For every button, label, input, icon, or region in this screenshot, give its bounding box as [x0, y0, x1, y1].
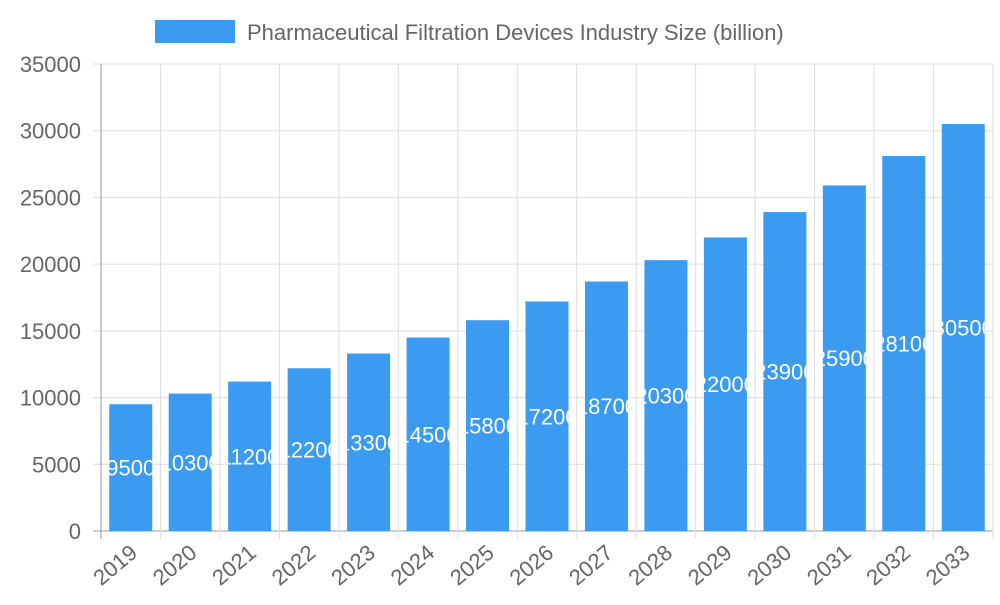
data-label: 18700: [576, 394, 637, 419]
data-label: 10300: [160, 450, 221, 475]
data-label: 17200: [516, 404, 577, 429]
bar: [287, 368, 331, 531]
bar: [763, 212, 807, 531]
bar: [644, 260, 688, 531]
legend-label: Pharmaceutical Filtration Devices Indust…: [247, 20, 784, 45]
x-tick-label: 2031: [802, 540, 856, 591]
x-tick-label: 2029: [683, 540, 737, 591]
bar: [822, 185, 866, 532]
bar: [703, 237, 747, 531]
data-label: 20300: [635, 384, 696, 409]
x-tick-label: 2022: [267, 540, 321, 591]
bar: [406, 337, 450, 531]
y-tick-label: 15000: [20, 319, 81, 344]
x-tick-label: 2019: [88, 540, 142, 591]
data-label: 30500: [933, 316, 994, 341]
y-tick-label: 35000: [20, 52, 81, 77]
y-tick-label: 10000: [20, 386, 81, 411]
y-tick-label: 20000: [20, 252, 81, 277]
x-tick-label: 2032: [861, 540, 915, 591]
y-tick-label: 30000: [20, 119, 81, 144]
data-label: 15800: [457, 414, 518, 439]
bar: [228, 381, 272, 531]
data-labels: 9500 10300 11200 12200133001450015800172001…: [106, 316, 994, 481]
bar: [941, 124, 985, 532]
legend[interactable]: Pharmaceutical Filtration Devices Indust…: [155, 20, 784, 45]
x-tick-label: 2030: [743, 540, 797, 591]
bar: [525, 301, 569, 531]
bar: [168, 393, 212, 531]
x-tick-label: 2020: [148, 540, 202, 591]
x-tick-label: 2027: [564, 540, 618, 591]
data-label: 28100: [873, 332, 934, 357]
y-tick-label: 25000: [20, 185, 81, 210]
data-label: 13300: [338, 430, 399, 455]
y-tick-label: 5000: [32, 452, 81, 477]
data-label: 12200: [279, 438, 340, 463]
x-axis: 2019 2020 2021 2022 2023 2024 2025 2026 2027 2028…: [88, 540, 974, 591]
data-label: 23900: [754, 360, 815, 385]
grid: [93, 63, 994, 539]
bar: [466, 320, 510, 531]
bar: [584, 281, 628, 531]
x-tick-label: 2021: [207, 540, 261, 591]
bar: [109, 404, 153, 531]
bars: [109, 124, 985, 532]
bar: [882, 156, 926, 531]
data-label: 14500: [397, 422, 458, 447]
data-label: 25900: [814, 346, 875, 371]
data-label: 11200: [220, 444, 280, 469]
x-tick-label: 2024: [386, 540, 440, 591]
data-label: 9500: [106, 456, 155, 481]
x-tick-label: 2033: [921, 540, 975, 591]
data-label: 22000: [695, 372, 756, 397]
x-tick-label: 2026: [505, 540, 559, 591]
x-tick-label: 2025: [445, 540, 499, 591]
legend-swatch: [155, 20, 235, 43]
x-tick-label: 2023: [326, 540, 380, 591]
y-tick-label: 0: [69, 519, 81, 544]
bar: [347, 353, 391, 531]
x-tick-label: 2028: [624, 540, 678, 591]
y-axis: 0 5000 10000 15000 20000 25000 30000 35000: [20, 52, 81, 544]
